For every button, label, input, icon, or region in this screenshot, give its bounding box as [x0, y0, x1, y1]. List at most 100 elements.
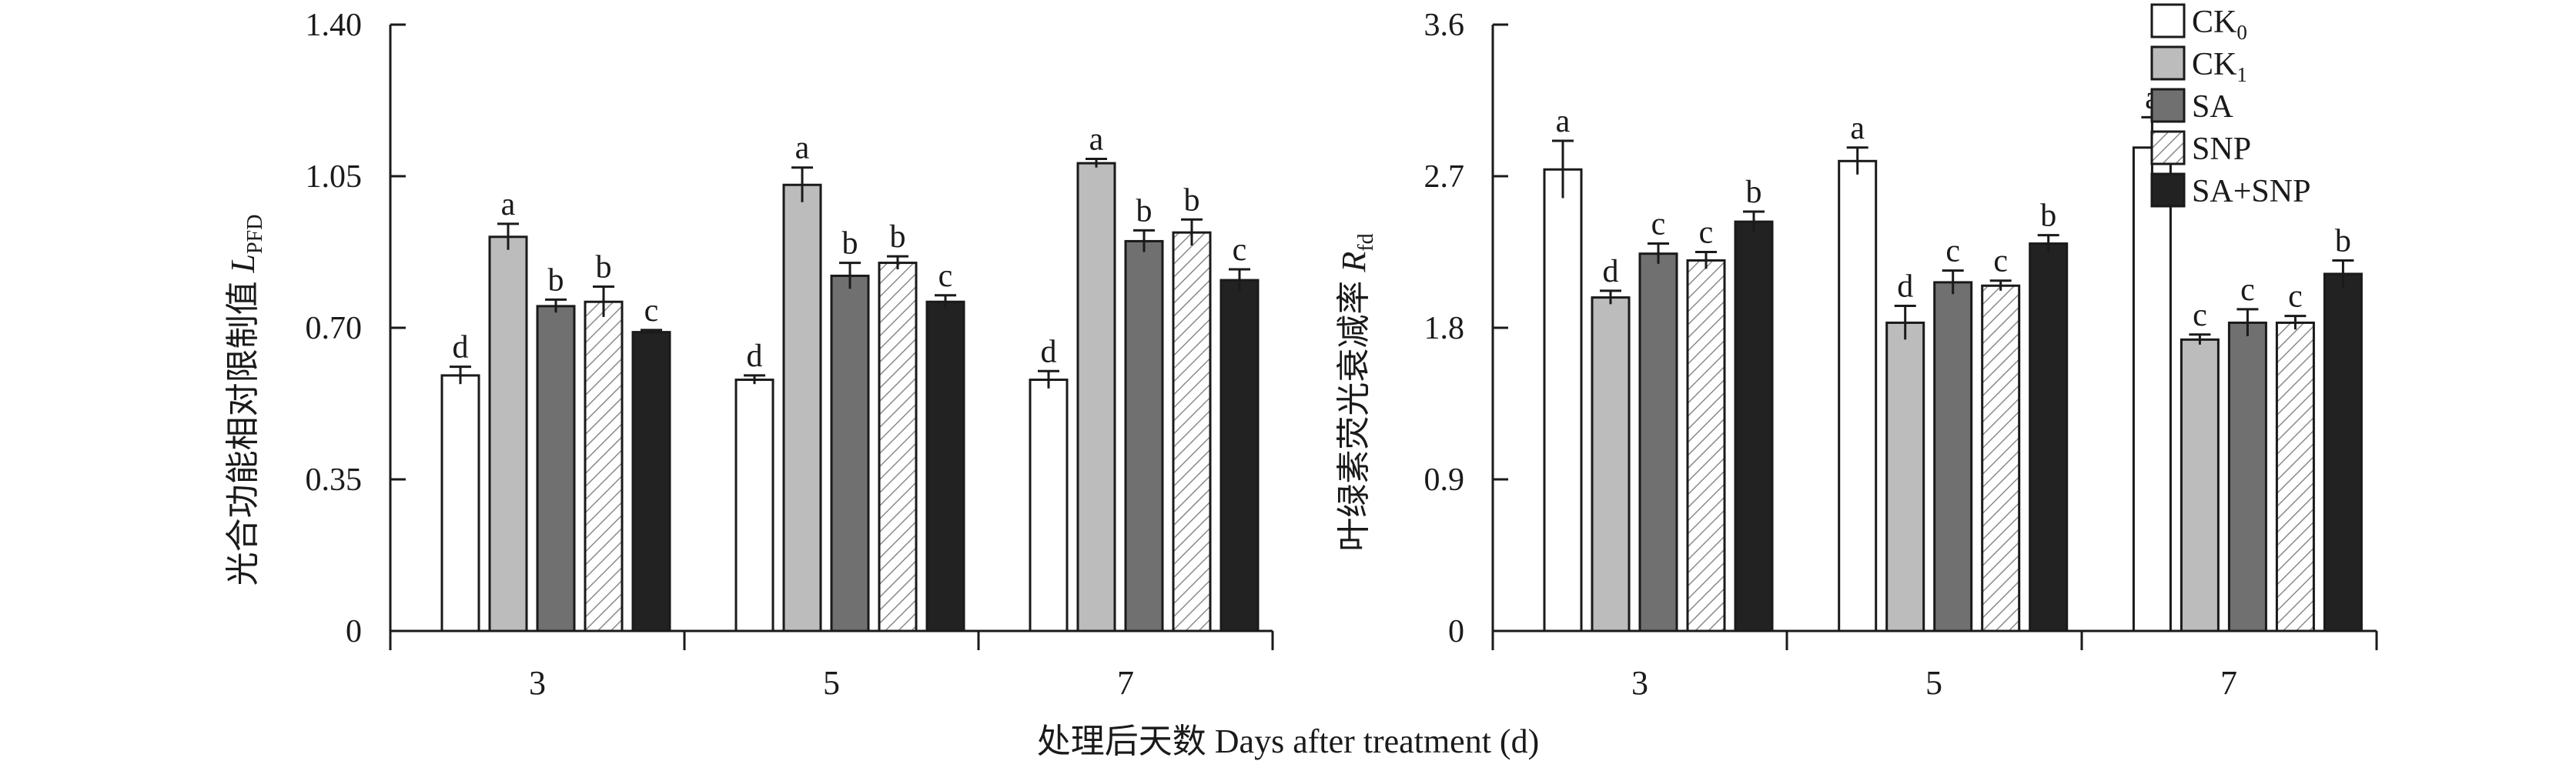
- chart-left-ylabel-sub: PFD: [243, 215, 267, 254]
- legend-label-ck1: CK1: [2192, 47, 2247, 86]
- chart-left-xaxis: 3 5 7: [389, 629, 1274, 702]
- legend-item-sa-snp: SA+SNP: [2150, 172, 2310, 209]
- chart-left-ylabel-symbol: L: [224, 254, 262, 273]
- chart-left-ck0-day5-bar: [734, 379, 774, 632]
- chart-left-ytick-label-3: 1.05: [306, 159, 363, 195]
- chart-right-ytick-label-0: 0: [1448, 614, 1464, 649]
- chart-right-ylabel-sub: fd: [1354, 233, 1378, 251]
- chart-right-xtick-label-1: 5: [1925, 664, 1942, 702]
- chart-left-sa-day5-letter: b: [842, 226, 858, 262]
- chart-left-ck1-day7-bar: [1076, 162, 1116, 632]
- chart-left-sa-snp-day7-bar: [1219, 279, 1260, 632]
- legend-swatch-sa: [2150, 88, 2186, 123]
- chart-left-snp-day5-letter: b: [890, 219, 906, 255]
- chart-right-sa-day7-bar: [2227, 321, 2267, 632]
- shared-xlabel: 处理后天数 Days after treatment (d): [1037, 723, 1539, 760]
- chart-left-ylabel-text: 光合功能相对限制值: [224, 272, 262, 586]
- chart-left-sa-day7-bar: [1124, 239, 1164, 632]
- chart-left-ck0-day3-letter: d: [453, 330, 469, 365]
- chart-left-snp-day3-bar: [584, 300, 624, 632]
- legend-item-ck1: CK1: [2150, 45, 2247, 86]
- chart-left-ytick-label-4: 1.40: [306, 8, 363, 43]
- chart-left-ck1-day3-letter: a: [501, 187, 516, 222]
- chart-left-ck0-day3-bar: [440, 374, 480, 632]
- chart-right-snp-day5-bar: [1981, 284, 2021, 632]
- chart-right-sa-day3-bar: [1638, 252, 1678, 632]
- chart-left-sa-snp-day7-letter: c: [1233, 232, 1247, 268]
- chart-left-snp-day7-letter: b: [1184, 182, 1200, 218]
- chart-right-sa-day5-letter: c: [1945, 234, 1960, 269]
- legend-item-ck0: CK0: [2150, 3, 2247, 44]
- chart-right-ck1-day3-bar: [1591, 296, 1631, 632]
- chart-right-ck1-day7-letter: c: [2193, 298, 2207, 333]
- chart-left-xtick-label-1: 5: [823, 664, 840, 702]
- chart-right-snp-day3-bar: [1686, 259, 1726, 632]
- legend-item-snp: SNP: [2150, 130, 2251, 167]
- legend-label-sa: SA: [2192, 89, 2233, 125]
- chart-left-sa-snp-day5-bar: [925, 300, 965, 632]
- legend-swatch-snp: [2150, 130, 2186, 165]
- chart-right-ck0-day5-letter: a: [1850, 111, 1865, 146]
- chart-right-ytick-label-1: 0.9: [1424, 462, 1465, 498]
- legend: CK0 CK1 SA SNP SA+SNP: [2150, 3, 2310, 209]
- chart-right-yaxis: 0 0.9 1.8 2.7 3.6: [1424, 8, 1508, 649]
- chart-right-sa-snp-day7-bar: [2323, 272, 2363, 632]
- chart-left-xtick-label-0: 3: [529, 664, 546, 702]
- chart-left-ytick-label-0: 0: [346, 614, 362, 649]
- chart-right-sa-day7-letter: c: [2240, 272, 2255, 308]
- chart-left-ytick-label-1: 0.35: [306, 462, 363, 498]
- chart-left-sa-day5-bar: [830, 274, 870, 632]
- chart-right-ylabel: 叶绿素荧光衰减率 Rfd: [1335, 233, 1378, 551]
- chart-right-ck0-day3-bar: [1543, 168, 1583, 632]
- chart-right-snp-day7-letter: c: [2288, 279, 2303, 315]
- chart-left-ylabel: 光合功能相对限制值 LPFD: [224, 215, 267, 586]
- chart-right-xtick-label-2: 7: [2220, 664, 2237, 702]
- chart-right-ck0-day7-bar: [2132, 146, 2172, 632]
- chart-left-sa-day7-letter: b: [1136, 193, 1153, 229]
- legend-swatch-sa-snp: [2150, 172, 2186, 208]
- chart-right-ylabel-symbol: R: [1335, 252, 1373, 273]
- chart-right-ytick-label-3: 2.7: [1424, 159, 1465, 195]
- chart-left-sa-day3-letter: b: [548, 262, 564, 298]
- chart-left-yaxis: 0 0.35 0.70 1.05 1.40: [306, 8, 406, 649]
- chart-left-ck0-day7-bar: [1029, 379, 1069, 632]
- chart-right-ytick-label-4: 3.6: [1424, 8, 1465, 43]
- chart-right-snp-day7-bar: [2275, 321, 2315, 632]
- chart-left-snp-day5-bar: [878, 262, 918, 632]
- chart-right-sa-snp-day3-letter: b: [1746, 175, 1762, 210]
- legend-label-sa-snp: SA+SNP: [2192, 174, 2310, 209]
- chart-left-ytick-label-2: 0.70: [306, 311, 363, 346]
- chart-left-sa-day3-bar: [536, 305, 576, 632]
- chart-left-sa-snp-day3-letter: c: [644, 293, 659, 329]
- chart-right-xaxis: 3 5 7: [1491, 629, 2378, 702]
- legend-item-sa: SA: [2150, 88, 2233, 125]
- chart-right-sa-snp-day7-letter: b: [2335, 223, 2351, 259]
- chart-right-ck1-day3-letter: d: [1603, 254, 1619, 289]
- legend-swatch-ck1: [2150, 45, 2186, 81]
- legend-label-ck0: CK0: [2192, 5, 2247, 44]
- chart-right-snp-day3-letter: c: [1699, 215, 1714, 251]
- legend-label-snp: SNP: [2192, 132, 2251, 167]
- chart-left-ck1-day3-bar: [488, 235, 528, 632]
- chart-right-ck1-day5-letter: d: [1897, 269, 1913, 305]
- chart-right-ylabel-text: 叶绿素荧光衰减率: [1335, 272, 1373, 552]
- chart-right-sa-snp-day5-letter: b: [2040, 199, 2056, 234]
- chart-left-ck1-day5-letter: a: [795, 131, 810, 166]
- chart-left: 光合功能相对限制值 LPFD 0 0.35 0.70 1.05 1.40 3 5…: [224, 8, 1274, 702]
- legend-swatch-ck0: [2150, 3, 2186, 38]
- chart-right-ck0-day3-letter: a: [1556, 104, 1571, 139]
- chart-left-snp-day3-letter: b: [596, 250, 612, 285]
- chart-right-snp-day5-letter: c: [1993, 244, 2008, 279]
- chart-left-ck1-day5-bar: [782, 183, 822, 632]
- chart-right: 叶绿素荧光衰减率 Rfd 0 0.9 1.8 2.7 3.6 3 5 7 adc…: [1335, 8, 2378, 702]
- chart-left-ck1-day7-letter: a: [1089, 122, 1104, 157]
- chart-right-xtick-label-0: 3: [1631, 664, 1648, 702]
- chart-left-sa-snp-day3-bar: [631, 331, 671, 632]
- chart-left-ck0-day5-letter: d: [747, 339, 763, 374]
- chart-left-xtick-label-2: 7: [1117, 664, 1134, 702]
- chart-left-ck0-day7-letter: d: [1041, 334, 1057, 369]
- chart-right-sa-day5-bar: [1933, 281, 1973, 632]
- chart-left-snp-day7-bar: [1172, 231, 1212, 632]
